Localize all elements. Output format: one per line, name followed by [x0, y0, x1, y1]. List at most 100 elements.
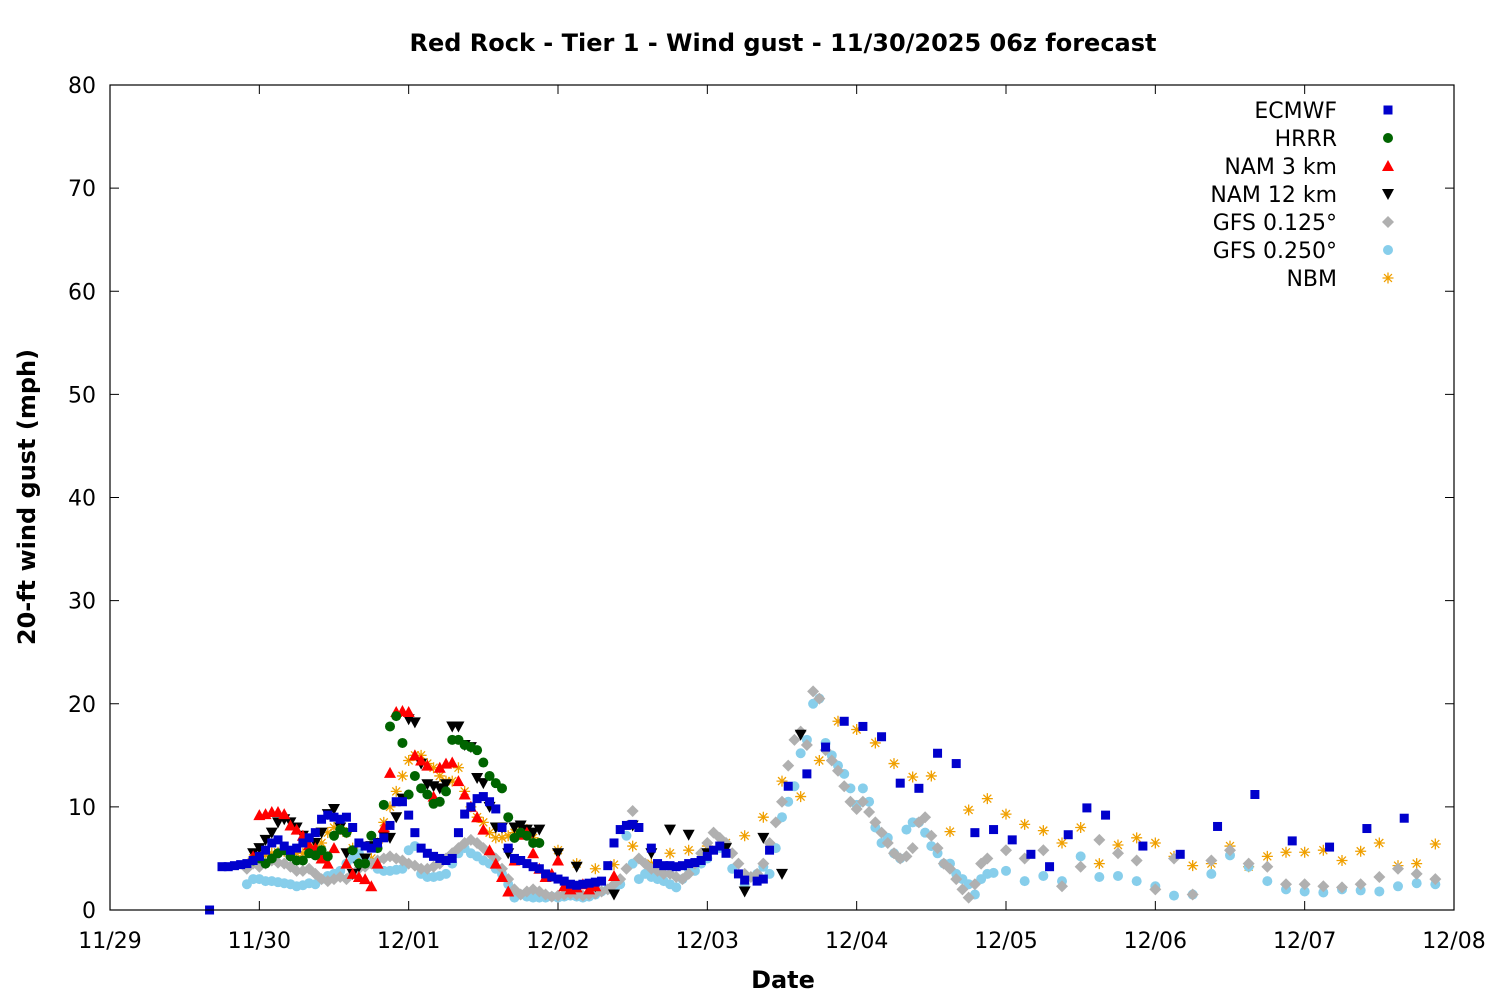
data-point: [1175, 849, 1185, 859]
data-point: [496, 871, 508, 882]
data-point: [1169, 890, 1179, 901]
data-point: [578, 879, 588, 889]
data-point: [278, 808, 291, 820]
data-point: [416, 843, 426, 853]
data-point: [428, 762, 440, 774]
data-point: [297, 855, 308, 866]
data-point: [683, 844, 695, 856]
data-point: [1325, 842, 1335, 852]
data-point: [821, 742, 831, 752]
data-point: [1354, 878, 1367, 891]
data-point: [1355, 845, 1367, 857]
data-point: [802, 769, 812, 779]
data-point: [1056, 837, 1068, 849]
data-point: [328, 822, 340, 833]
data-point: [385, 820, 395, 830]
legend-label: HRRR: [1275, 127, 1337, 152]
data-point: [732, 857, 745, 870]
x-tick-label: 12/07: [1273, 929, 1336, 954]
data-point: [547, 872, 557, 882]
data-point: [615, 825, 625, 835]
data-point: [365, 880, 378, 892]
data-point: [452, 721, 465, 733]
data-point: [989, 825, 999, 835]
data-point: [1113, 870, 1123, 881]
data-point: [776, 775, 788, 787]
data-point: [981, 852, 994, 865]
data-point: [597, 876, 607, 886]
data-point: [839, 716, 849, 726]
data-point: [907, 771, 919, 783]
data-point: [1093, 858, 1105, 870]
data-point: [1056, 880, 1068, 893]
data-point: [1298, 878, 1311, 891]
data-point: [881, 836, 894, 849]
data-point: [664, 824, 676, 836]
data-point: [988, 867, 999, 878]
data-point: [944, 826, 956, 838]
data-point: [477, 778, 490, 790]
data-point: [757, 811, 769, 823]
data-point: [970, 828, 980, 838]
data-point: [527, 847, 540, 859]
data-point: [533, 824, 546, 836]
data-point: [1399, 813, 1409, 823]
data-point: [317, 814, 327, 824]
data-point: [933, 748, 943, 758]
data-point: [950, 873, 963, 886]
data-point: [620, 862, 633, 875]
data-point: [497, 823, 507, 832]
data-point: [248, 856, 258, 865]
data-point: [944, 862, 956, 875]
data-point: [1374, 886, 1385, 897]
data-point: [422, 848, 432, 858]
data-point: [1007, 835, 1017, 845]
data-point: [441, 856, 451, 865]
data-point: [1074, 860, 1087, 873]
data-point: [528, 862, 538, 872]
y-tick-label: 60: [68, 280, 96, 305]
legend-marker: [1382, 272, 1394, 284]
legend-marker: [1383, 133, 1393, 143]
data-point: [584, 878, 594, 888]
data-point: [503, 812, 514, 823]
data-point: [534, 864, 544, 874]
data-point: [795, 791, 807, 803]
data-point: [559, 876, 569, 886]
data-point: [348, 823, 358, 832]
data-point: [416, 783, 427, 794]
data-point: [527, 827, 540, 839]
data-point: [503, 843, 513, 853]
data-point: [858, 721, 868, 731]
data-point: [590, 877, 600, 887]
data-point: [452, 775, 465, 787]
data-point: [521, 830, 532, 841]
data-point: [1336, 855, 1348, 866]
data-point: [478, 792, 488, 802]
data-point: [721, 848, 731, 858]
data-point: [409, 770, 420, 781]
data-point: [223, 862, 233, 872]
data-point: [832, 715, 844, 727]
data-point: [1429, 873, 1442, 886]
data-point: [446, 756, 459, 768]
y-tick-label: 40: [68, 487, 96, 512]
data-point: [273, 835, 283, 845]
data-point: [1224, 844, 1236, 857]
data-point: [516, 856, 526, 865]
data-point: [1075, 851, 1086, 862]
data-point: [403, 754, 415, 766]
data-point: [776, 795, 788, 808]
data-point: [1262, 876, 1273, 887]
data-point: [1000, 808, 1012, 820]
data-point: [1411, 878, 1422, 889]
data-point: [1131, 876, 1142, 887]
data-point: [298, 838, 308, 848]
data-point: [589, 863, 601, 875]
data-point: [570, 861, 583, 873]
data-point: [1242, 857, 1255, 870]
data-point: [671, 882, 682, 893]
data-point: [460, 809, 470, 819]
data-point: [242, 859, 252, 869]
data-point: [1206, 868, 1217, 879]
